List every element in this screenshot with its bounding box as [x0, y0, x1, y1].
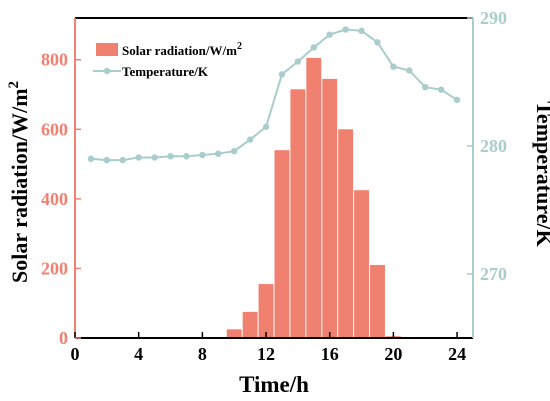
bar-hour-13 — [274, 150, 290, 338]
temperature-point-12 — [262, 123, 270, 130]
x-axis-title: Time/h — [239, 372, 309, 397]
bar-hour-10 — [226, 329, 242, 338]
temperature-point-17 — [342, 26, 349, 33]
legend-label-temperature: Temperature/K — [122, 64, 209, 79]
y-left-tick-label-200: 200 — [41, 258, 68, 278]
temperature-point-6 — [167, 153, 174, 160]
line-series-temperature — [87, 26, 461, 164]
x-axis: 0 4 8 12 16 20 24 — [71, 332, 466, 364]
temperature-point-4 — [135, 154, 142, 161]
bar-hour-19 — [370, 264, 385, 338]
temperature-point-10 — [231, 147, 238, 155]
bar-hour-16 — [322, 78, 338, 338]
temperature-point-22 — [422, 83, 429, 91]
temperature-point-13 — [278, 71, 286, 78]
y-left-tick-label-800: 800 — [41, 50, 68, 70]
temperature-point-1 — [87, 155, 95, 162]
y-left-tick-label-400: 400 — [41, 189, 68, 209]
bar-hour-18 — [354, 190, 370, 338]
y-axis-right: 270 280 290 — [467, 8, 507, 284]
legend-swatch-solar-radiation — [96, 43, 118, 56]
temperature-point-5 — [151, 154, 158, 161]
y-axis-left: 0 200 400 600 800 — [41, 50, 81, 348]
temperature-point-14 — [294, 58, 302, 65]
y-left-tick-label-600: 600 — [41, 119, 68, 139]
temperature-point-3 — [119, 156, 126, 164]
y-axis-left-title: Solar radiation/W/m2 — [6, 81, 32, 283]
bar-hour-11 — [242, 311, 258, 338]
temperature-point-2 — [103, 156, 111, 164]
temperature-point-15 — [310, 44, 317, 51]
temperature-point-11 — [246, 136, 254, 143]
y-axis-right-title: Temperature/K — [532, 101, 550, 246]
temperature-point-24 — [453, 96, 461, 104]
temperature-point-23 — [437, 86, 445, 93]
temperature-point-7 — [183, 153, 190, 160]
temperature-point-18 — [358, 27, 365, 34]
x-tick-label-0: 0 — [71, 344, 80, 364]
x-tick-label-4: 4 — [134, 344, 143, 364]
temperature-point-20 — [390, 63, 397, 70]
x-tick-label-24: 24 — [448, 344, 466, 364]
temperature-point-19 — [374, 39, 381, 46]
x-tick-label-20: 20 — [384, 344, 402, 364]
bar-hour-17 — [338, 129, 354, 338]
y-right-tick-label-290: 290 — [480, 8, 507, 28]
bar-hour-14 — [290, 89, 306, 338]
legend-label-solar-radiation: Solar radiation/W/m2 — [122, 41, 242, 58]
temperature-point-8 — [199, 151, 206, 159]
bar-hour-12 — [258, 284, 274, 338]
legend: Solar radiation/W/m2 Temperature/K — [93, 41, 242, 79]
plot-frame — [74, 17, 474, 339]
y-right-tick-label-280: 280 — [480, 136, 507, 156]
y-left-tick-label-0: 0 — [59, 328, 68, 348]
legend-swatch-temperature-marker — [103, 67, 111, 75]
bar-series-solar-radiation — [226, 58, 401, 338]
x-tick-label-12: 12 — [257, 344, 275, 364]
y-right-tick-label-270: 270 — [480, 264, 507, 284]
temperature-point-16 — [326, 31, 333, 38]
temperature-point-9 — [215, 150, 222, 157]
x-tick-label-8: 8 — [198, 344, 207, 364]
x-tick-label-16: 16 — [321, 344, 339, 364]
bar-hour-15 — [306, 58, 322, 338]
temperature-point-21 — [406, 67, 413, 74]
